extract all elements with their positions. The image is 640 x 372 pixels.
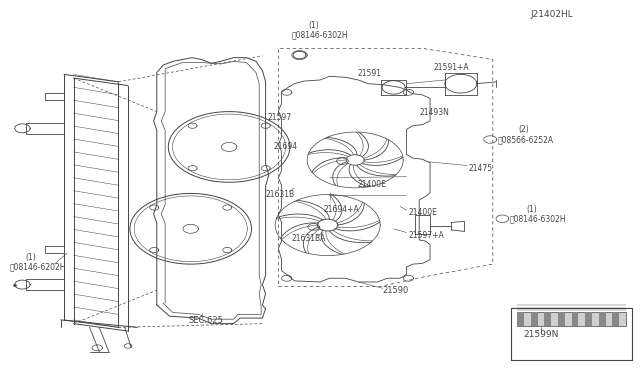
Bar [585,312,592,326]
Text: 21597: 21597 [268,113,292,122]
Text: 21694+A: 21694+A [323,205,359,214]
Text: Ⓢ08566-6252A: Ⓢ08566-6252A [498,135,554,144]
Bar [558,312,564,326]
Text: 21591+A: 21591+A [434,63,470,72]
Text: Ⓑ08146-6302H: Ⓑ08146-6302H [291,31,348,40]
Bar [517,312,626,326]
Text: 21475: 21475 [468,164,493,173]
Text: 21599N: 21599N [523,330,559,339]
Text: (1): (1) [308,21,319,30]
Text: 21400E: 21400E [357,180,386,189]
Text: Ⓑ08146-6202H: Ⓑ08146-6202H [10,263,66,272]
Text: 21597+A: 21597+A [408,231,444,240]
Text: 21493N: 21493N [419,108,449,117]
Bar [517,312,524,326]
Text: Ⓐ08146-6302H: Ⓐ08146-6302H [510,214,566,223]
Text: 21631BA: 21631BA [291,234,326,243]
Text: 21590: 21590 [383,286,409,295]
Text: (1): (1) [526,205,537,214]
Text: 21631B: 21631B [266,190,295,199]
Text: (2): (2) [518,125,529,134]
Text: 21400E: 21400E [408,208,437,217]
Bar [531,312,538,326]
Text: 21591: 21591 [357,69,381,78]
Text: SEC.625: SEC.625 [189,316,223,325]
Text: 21694: 21694 [274,142,298,151]
Bar [572,312,579,326]
Bar [544,312,551,326]
Bar [598,312,605,326]
Text: (1): (1) [26,253,36,262]
Text: J21402HL: J21402HL [530,10,573,19]
Bar [612,312,619,326]
